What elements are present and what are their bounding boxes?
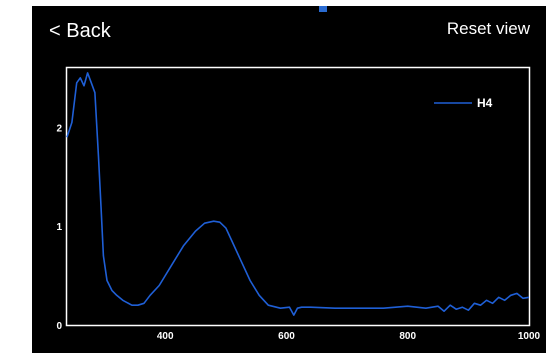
- series-line-0: [66, 72, 530, 316]
- x-tick-label: 400: [157, 331, 174, 342]
- legend-label: H4: [477, 96, 493, 110]
- x-tick-label: 1000: [518, 331, 541, 342]
- legend: H4: [434, 96, 493, 110]
- app-screen: < Back Reset view 400 600 800 1000 0 1 2 H4: [32, 6, 546, 353]
- plot-frame: [65, 66, 531, 327]
- top-accent-bar: [319, 6, 327, 12]
- y-tick-label: 0: [56, 321, 62, 332]
- back-button[interactable]: < Back: [49, 20, 111, 42]
- x-tick-label: 800: [399, 331, 416, 342]
- y-tick-label: 1: [56, 222, 62, 233]
- x-tick-label: 600: [278, 331, 295, 342]
- reset-view-button[interactable]: Reset view: [446, 19, 530, 38]
- y-tick-label: 2: [56, 123, 62, 134]
- nav-bar: < Back Reset view: [32, 6, 546, 50]
- spectrum-chart[interactable]: 400 600 800 1000 0 1 2 H4: [32, 6, 546, 353]
